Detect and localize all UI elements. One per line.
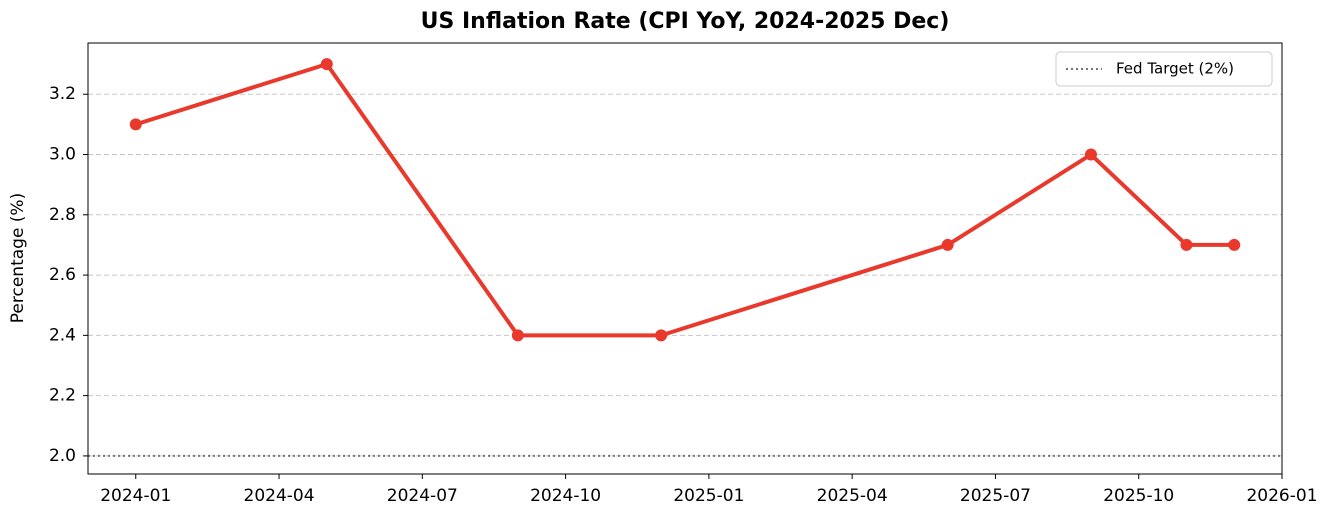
marker [511, 329, 524, 342]
y-tick-label: 2.0 [49, 446, 76, 466]
plot-frame [87, 42, 1283, 475]
marker [1228, 238, 1241, 251]
y-tick-label: 3.2 [49, 84, 76, 104]
legend-label: Fed Target (2%) [1116, 60, 1234, 78]
marker [1084, 148, 1097, 161]
marker [1180, 238, 1193, 251]
marker [941, 238, 954, 251]
x-tick-label: 2026-01 [1246, 486, 1317, 506]
chart-title: US Inflation Rate (CPI YoY, 2024-2025 De… [421, 9, 950, 34]
line [135, 62, 1235, 338]
legend: Fed Target (2%) [1055, 51, 1273, 87]
x-tick-label: 2025-07 [960, 486, 1031, 506]
x-tick-label: 2025-04 [817, 486, 888, 506]
y-tick-label: 2.4 [49, 325, 76, 345]
y-tick-label: 2.8 [49, 205, 76, 225]
marker [655, 329, 668, 342]
y-axis-label: Percentage (%) [8, 193, 28, 323]
x-tick-label: 2024-04 [244, 486, 315, 506]
x-tick-label: 2025-01 [673, 486, 744, 506]
y-tick-label: 2.6 [49, 265, 76, 285]
y-tick-label: 2.2 [49, 386, 76, 406]
x-tick-label: 2024-01 [100, 486, 171, 506]
x-tick-label: 2024-07 [387, 486, 458, 506]
x-tick-label: 2024-10 [530, 486, 601, 506]
marker [129, 118, 142, 131]
marker [320, 58, 333, 71]
legend-box [1055, 51, 1273, 87]
y-tick-label: 3.0 [49, 145, 76, 165]
x-tick-label: 2025-10 [1103, 486, 1174, 506]
